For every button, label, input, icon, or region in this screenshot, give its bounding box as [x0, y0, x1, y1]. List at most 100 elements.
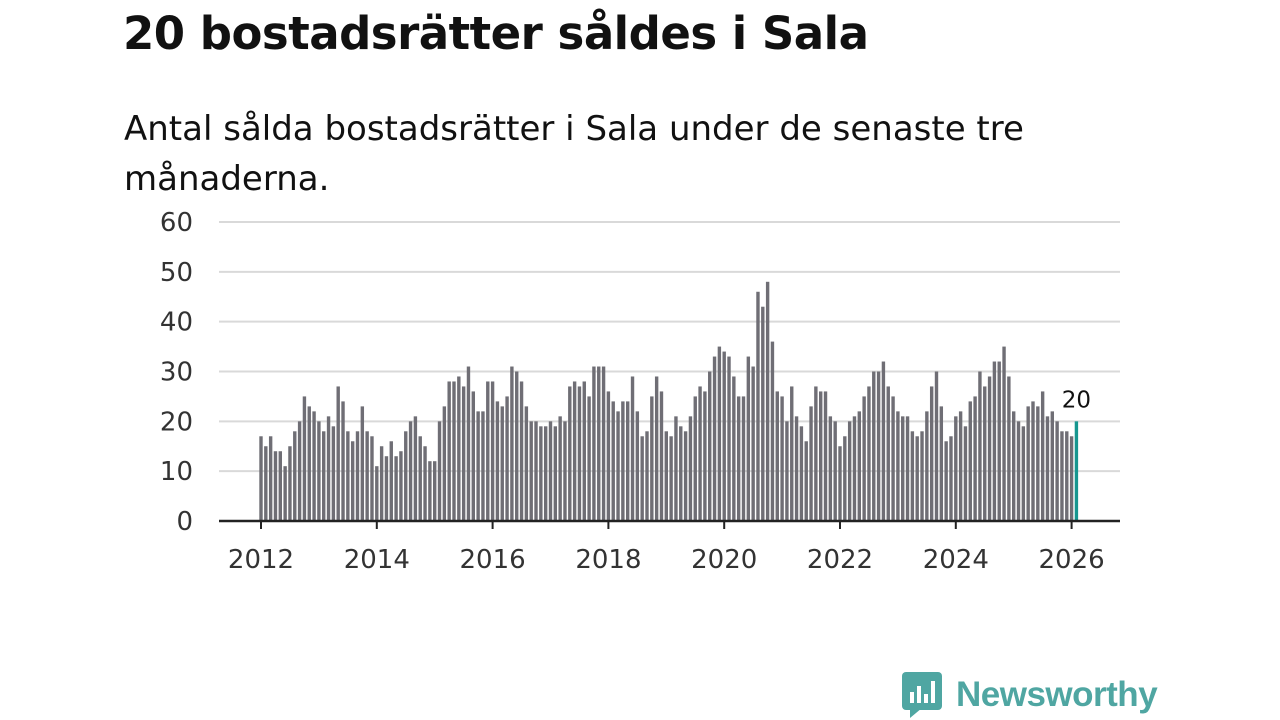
bar [891, 396, 895, 521]
bar [505, 396, 509, 521]
bar [577, 386, 582, 521]
x-tick-label: 2024 [923, 545, 989, 575]
bar [548, 421, 553, 521]
bar [814, 386, 818, 521]
bar [645, 431, 649, 521]
bar [708, 371, 712, 521]
bar [693, 396, 697, 521]
x-axis [219, 519, 1120, 529]
bar [804, 441, 808, 521]
bar [770, 341, 775, 521]
x-axis-tick-labels: 2012 2014 2016 2018 2020 2022 2024 2026 [228, 545, 1105, 575]
newsworthy-logo: Newsworthy [902, 670, 1158, 720]
bar [939, 406, 944, 521]
bar [495, 401, 500, 521]
bar-latest [1074, 421, 1079, 521]
bar [331, 426, 336, 521]
bar [384, 456, 389, 521]
bar [847, 421, 852, 521]
bar [664, 431, 668, 521]
bar [1007, 376, 1011, 521]
bar [259, 436, 263, 521]
bar [389, 441, 393, 521]
y-tick-label: 0 [176, 507, 193, 537]
bar [862, 396, 866, 521]
y-axis-tick-labels: 0 10 20 30 40 50 60 [160, 208, 193, 537]
bar [958, 411, 963, 521]
bar [461, 386, 466, 521]
bar [437, 421, 442, 521]
bar [949, 436, 953, 521]
x-tick-label: 2018 [575, 545, 641, 575]
chart-subtitle: Antal sålda bostadsrätter i Sala under d… [124, 109, 1024, 199]
bar [264, 446, 268, 521]
bar [954, 416, 958, 521]
bar [399, 451, 403, 521]
bar [471, 391, 475, 521]
bar [394, 456, 398, 521]
bar [833, 421, 837, 521]
bar [1050, 411, 1054, 521]
bar [1055, 421, 1059, 521]
bar [1069, 436, 1074, 521]
bar [433, 461, 437, 521]
bar [283, 466, 287, 521]
bar [1036, 406, 1040, 521]
bar [698, 386, 702, 521]
bar [659, 391, 664, 521]
x-tick-label: 2016 [460, 545, 526, 575]
bar [746, 356, 751, 521]
bar [920, 431, 924, 521]
bar [519, 381, 524, 521]
x-tick-label: 2020 [691, 545, 757, 575]
bar [481, 411, 485, 521]
y-tick-label: 50 [160, 258, 193, 288]
bar [794, 416, 799, 521]
bar [712, 356, 717, 521]
bar [741, 396, 746, 521]
bar [317, 421, 321, 521]
bar [1040, 391, 1045, 521]
latest-value-label: 20 [1062, 387, 1091, 413]
bar [539, 426, 543, 521]
bar [736, 396, 741, 521]
bar [553, 426, 558, 521]
bar [983, 386, 987, 521]
bar [413, 416, 418, 521]
bar [500, 406, 504, 521]
y-tick-label: 20 [160, 407, 193, 437]
bar [910, 431, 915, 521]
x-tick-label: 2022 [807, 545, 873, 575]
bar [790, 386, 794, 521]
bar [968, 401, 972, 521]
bar [852, 416, 857, 521]
bar [322, 431, 326, 521]
bar [563, 421, 567, 521]
y-tick-label: 40 [160, 308, 193, 338]
bar [293, 431, 297, 521]
bar [857, 411, 861, 521]
bar [635, 411, 640, 521]
bar [452, 381, 456, 521]
bar [881, 361, 886, 521]
chart-title: 20 bostadsrätter såldes i Sala [123, 7, 869, 60]
bar [1045, 416, 1050, 521]
bar [423, 446, 427, 521]
x-tick-label: 2014 [344, 545, 410, 575]
bar [457, 376, 461, 521]
bar [732, 376, 736, 521]
bar [510, 366, 514, 521]
bar [905, 416, 910, 521]
bar [350, 441, 355, 521]
bar [674, 416, 678, 521]
bar [616, 411, 620, 521]
bar [558, 416, 562, 521]
bar [336, 386, 340, 521]
bar [568, 386, 572, 521]
bar [640, 436, 644, 521]
bar [1031, 401, 1035, 521]
bar [466, 366, 471, 521]
bar [872, 371, 876, 521]
bar [1021, 426, 1026, 521]
bar [765, 281, 770, 521]
